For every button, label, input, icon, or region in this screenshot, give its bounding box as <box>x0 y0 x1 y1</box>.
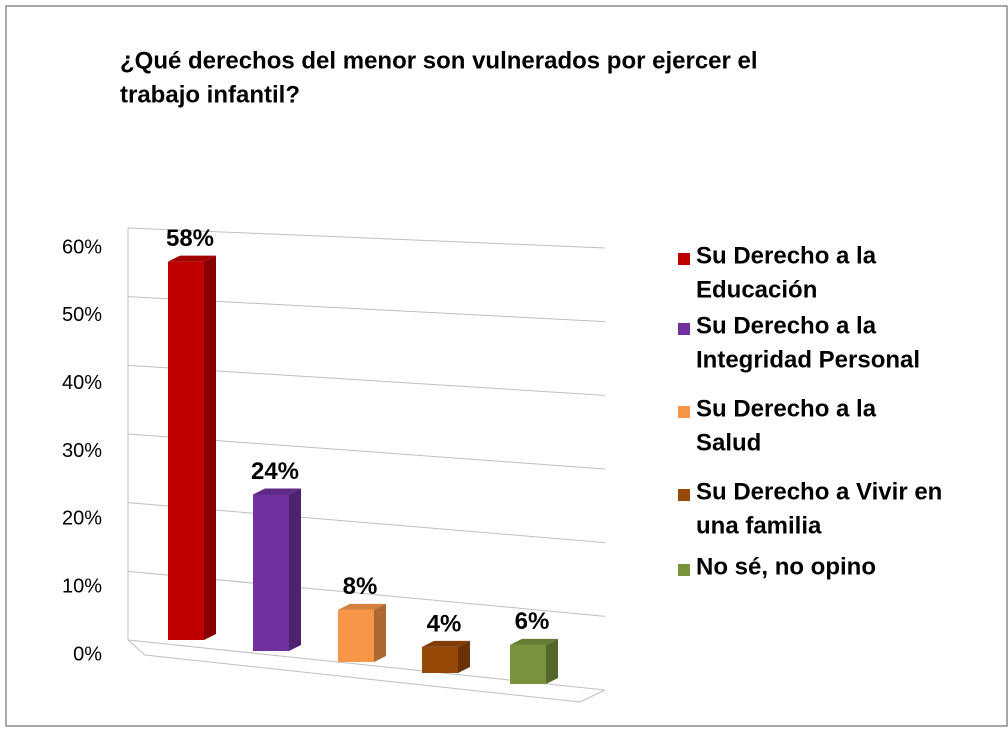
data-label: 6% <box>515 608 550 635</box>
legend-label: una familia <box>696 512 822 539</box>
y-tick-label: 50% <box>62 304 102 326</box>
legend-label: Su Derecho a la <box>696 312 877 339</box>
floor <box>127 639 606 703</box>
legend-swatch <box>678 406 690 418</box>
legend-label: Su Derecho a la <box>696 395 877 422</box>
data-label: 8% <box>343 573 378 600</box>
bar-top <box>422 640 470 647</box>
bar <box>422 640 470 673</box>
legend-label: Educación <box>696 276 817 303</box>
bar-front <box>510 644 546 684</box>
legend-swatch <box>678 253 690 265</box>
bar <box>510 638 558 684</box>
data-label: 24% <box>251 458 299 485</box>
chart-title: trabajo infantil? <box>120 81 300 108</box>
y-tick-label: 40% <box>62 372 102 394</box>
bar-top <box>338 603 386 610</box>
bar <box>168 255 216 640</box>
chart-title: ¿Qué derechos del menor son vulnerados p… <box>120 47 758 74</box>
bar-front <box>253 494 289 651</box>
bar <box>253 488 301 651</box>
bar-top <box>510 638 558 645</box>
legend-swatch <box>678 564 690 576</box>
bar-side <box>204 255 216 640</box>
y-tick-label: 60% <box>62 236 102 258</box>
bar-side <box>546 638 558 684</box>
data-label: 58% <box>166 225 214 252</box>
bar-top <box>168 255 216 262</box>
legend-label: Su Derecho a Vivir en <box>696 478 942 505</box>
data-label: 4% <box>427 610 462 637</box>
grid-line <box>127 227 606 249</box>
legend-swatch <box>678 489 690 501</box>
bar-front <box>168 261 204 640</box>
bar-top <box>253 488 301 495</box>
y-tick-label: 0% <box>73 643 102 665</box>
bar-front <box>338 609 374 662</box>
legend-label: Salud <box>696 429 761 456</box>
bar-side <box>374 603 386 662</box>
y-tick-label: 10% <box>62 575 102 597</box>
legend-label: Integridad Personal <box>696 346 920 373</box>
legend-label: No sé, no opino <box>696 553 876 580</box>
y-tick-label: 20% <box>62 508 102 530</box>
bar <box>338 603 386 662</box>
bar-side <box>289 488 301 651</box>
legend-label: Su Derecho a la <box>696 242 877 269</box>
legend-swatch <box>678 323 690 335</box>
y-tick-label: 30% <box>62 440 102 462</box>
bar-side <box>458 640 470 673</box>
bar-front <box>422 646 458 673</box>
